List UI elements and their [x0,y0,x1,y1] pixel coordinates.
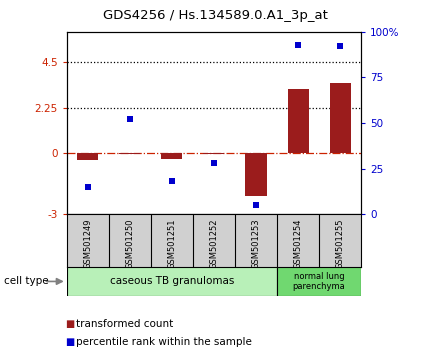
Text: GSM501250: GSM501250 [125,218,134,269]
Bar [330,82,351,153]
Text: GSM501253: GSM501253 [252,218,261,269]
Text: ■: ■ [65,319,75,329]
Text: GSM501249: GSM501249 [83,218,92,269]
Text: caseous TB granulomas: caseous TB granulomas [110,276,234,286]
Bar [119,153,140,154]
Bar [67,267,277,296]
Text: GSM501254: GSM501254 [294,218,303,269]
Bar [77,153,98,160]
Text: percentile rank within the sample: percentile rank within the sample [76,337,252,347]
Bar [161,153,182,159]
Text: cell type: cell type [4,276,49,286]
Text: GSM501255: GSM501255 [336,218,345,269]
Text: GSM501251: GSM501251 [167,218,176,269]
Text: GSM501252: GSM501252 [209,218,218,269]
Text: normal lung
parenchyma: normal lung parenchyma [293,272,345,291]
Text: GDS4256 / Hs.134589.0.A1_3p_at: GDS4256 / Hs.134589.0.A1_3p_at [103,9,327,22]
Bar [277,267,361,296]
Bar [203,153,224,154]
Text: transformed count: transformed count [76,319,173,329]
Bar [288,88,309,153]
Bar [246,153,267,196]
Text: ■: ■ [65,337,75,347]
